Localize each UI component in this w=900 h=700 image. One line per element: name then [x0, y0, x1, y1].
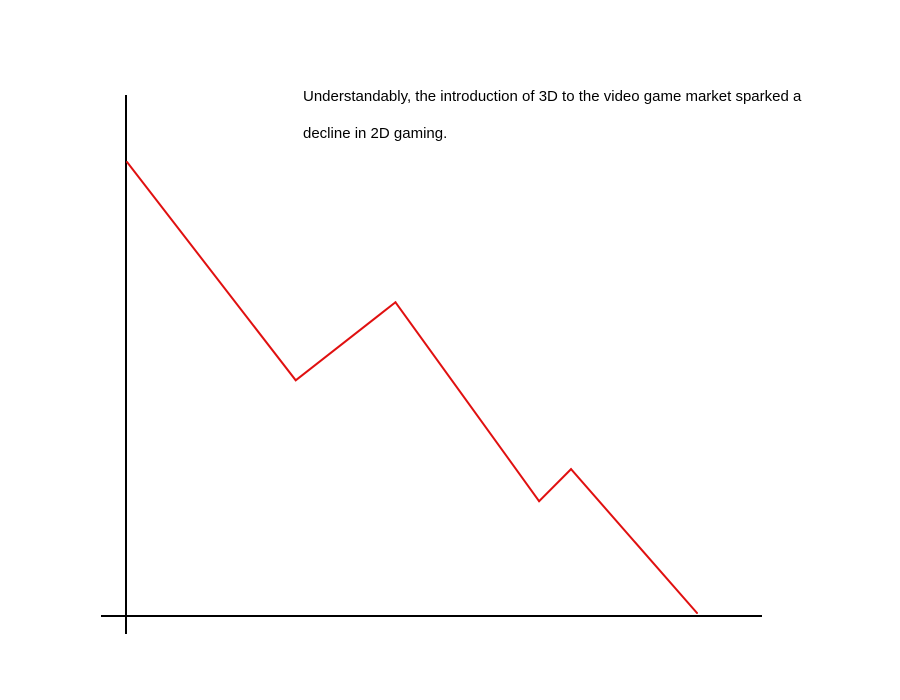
series-line-1 — [126, 161, 698, 614]
data-point — [126, 161, 128, 163]
caption-line-2: decline in 2D gaming. — [303, 125, 448, 142]
data-point — [570, 468, 573, 471]
data-point — [538, 500, 541, 503]
chart-caption: Understandably, the introduction of 3D t… — [303, 78, 863, 152]
series-layer — [126, 161, 698, 614]
caption-line-1: Understandably, the introduction of 3D t… — [303, 88, 802, 105]
data-point — [696, 612, 698, 614]
data-point — [394, 301, 397, 304]
data-point — [294, 379, 297, 382]
